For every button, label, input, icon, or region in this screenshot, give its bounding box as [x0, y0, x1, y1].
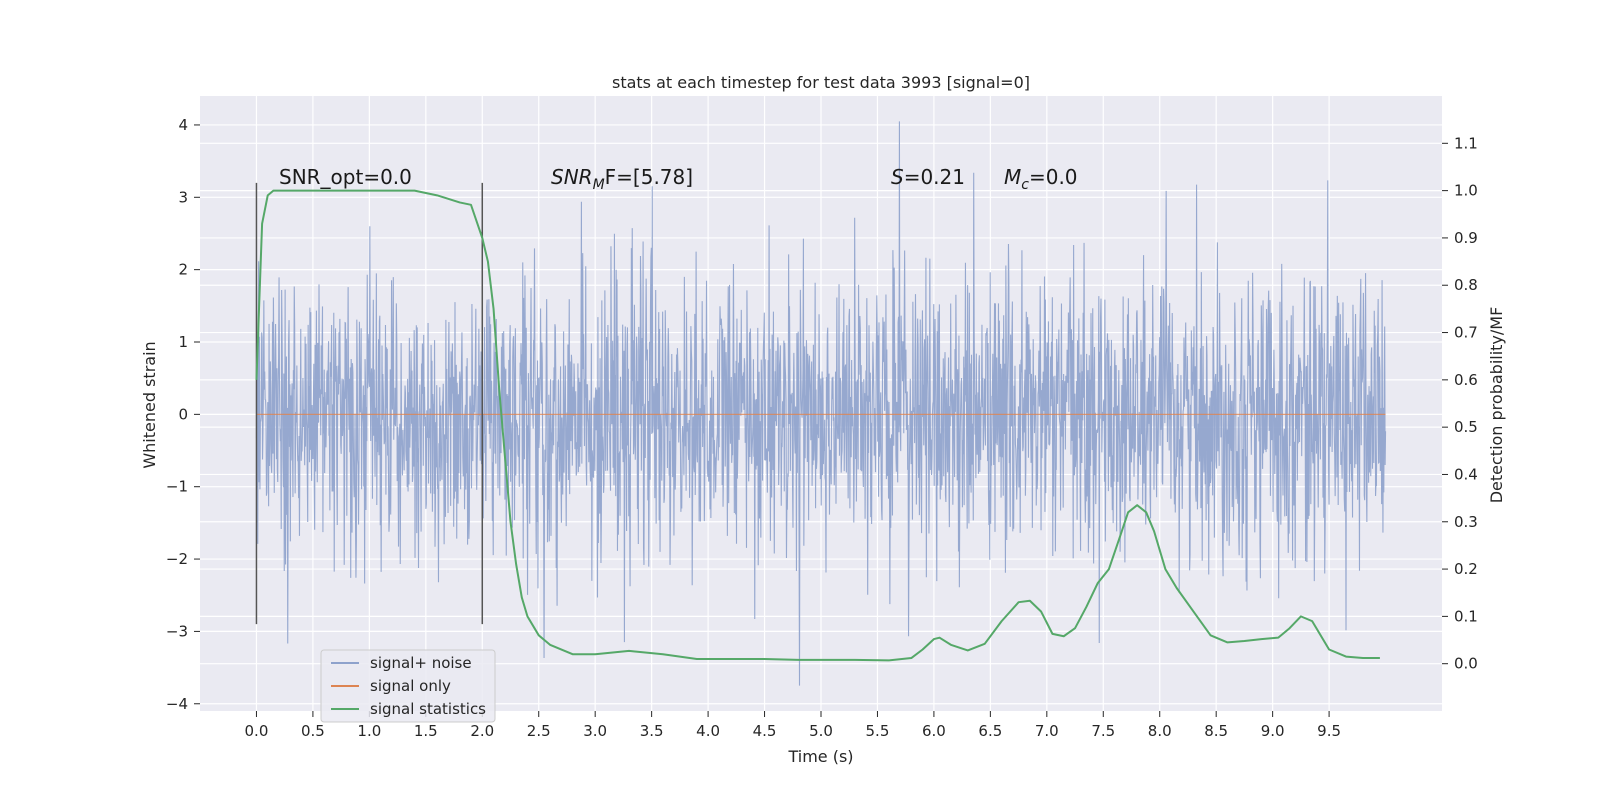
annotation-mc-value: =0.0 — [1029, 165, 1078, 189]
y-tick-label: 2 — [178, 261, 188, 279]
x-tick-label: 5.5 — [866, 722, 890, 740]
chart-title: stats at each timestep for test data 399… — [612, 73, 1030, 92]
x-tick-label: 1.0 — [357, 722, 381, 740]
series-signal-noise — [255, 121, 1387, 686]
annotation-mc-sub: c — [1021, 177, 1029, 193]
annotation-snr-mf-sub: M — [593, 177, 605, 193]
legend-label-signal-noise: signal+ noise — [370, 654, 472, 672]
x-tick-label: 9.0 — [1261, 722, 1285, 740]
x-tick-label: 0.0 — [245, 722, 269, 740]
y-tick-label: −1 — [166, 478, 188, 496]
x-tick-label: 2.0 — [470, 722, 494, 740]
annotation-mc-symbol: M — [1004, 165, 1021, 189]
y-axis-right: 1.1 1.0 0.9 0.8 0.7 0.6 0.5 0.4 0.3 0.2 0.1 0.0 — [1442, 134, 1478, 673]
y2-tick-label: 1.1 — [1454, 134, 1478, 152]
x-tick-label: 1.5 — [414, 722, 438, 740]
series-signal-statistics — [255, 189, 1380, 662]
legend-box — [320, 649, 496, 723]
y2-tick-label: 0.8 — [1454, 276, 1478, 294]
y-axis-label: Whitened strain — [140, 341, 159, 468]
x-tick-label: 0.5 — [301, 722, 325, 740]
y-axis-left: 4 3 2 1 0 −1 −2 −3 −4 — [166, 116, 200, 713]
x-tick-label: 3.0 — [583, 722, 607, 740]
y-tick-label: −3 — [166, 622, 188, 640]
annotation-mc: Mc=0.0 — [1004, 165, 1078, 193]
y-tick-label: 1 — [178, 333, 188, 351]
annotation-s-symbol: S — [891, 165, 904, 189]
x-tick-label: 3.5 — [640, 722, 664, 740]
x-tick-label: 8.0 — [1148, 722, 1172, 740]
y2-tick-label: 0.3 — [1454, 513, 1478, 531]
y2-axis-label: Detection probability/MF — [1487, 307, 1506, 504]
y-tick-label: 3 — [178, 188, 188, 206]
x-tick-label: 9.5 — [1317, 722, 1341, 740]
y2-tick-label: 0.2 — [1454, 560, 1478, 578]
annotation-snr-opt: SNR_opt=0.0 — [279, 165, 412, 189]
y2-tick-label: 0.1 — [1454, 607, 1478, 625]
x-axis: 0.0 0.5 1.0 1.5 2.0 2.5 3.0 3.5 4.0 4.5 5.0 5.5 6.0 6… — [245, 711, 1341, 740]
x-tick-label: 6.5 — [978, 722, 1002, 740]
y-tick-label: 4 — [178, 116, 188, 134]
x-tick-label: 7.5 — [1091, 722, 1115, 740]
y2-tick-label: 1.0 — [1454, 182, 1478, 200]
annotation-snr-mf-main: SNR — [551, 165, 593, 189]
legend-label-signal-statistics: signal statistics — [370, 700, 486, 718]
data-layer — [255, 121, 1387, 686]
x-tick-label: 7.0 — [1035, 722, 1059, 740]
y2-tick-label: 0.6 — [1454, 371, 1478, 389]
annotations: SNR_opt=0.0 SNRMF=[5.78] S=0.21 Mc=0.0 — [279, 165, 1078, 193]
annotation-s-value: =0.21 — [904, 165, 965, 189]
annotation-snr-mf-rest: F=[5.78] — [605, 165, 693, 189]
legend-label-signal-only: signal only — [370, 677, 451, 695]
y2-tick-label: 0.0 — [1454, 655, 1478, 673]
x-tick-label: 6.0 — [922, 722, 946, 740]
x-tick-label: 5.0 — [809, 722, 833, 740]
x-tick-label: 4.5 — [753, 722, 777, 740]
x-axis-label: Time (s) — [787, 747, 853, 766]
y2-tick-label: 0.4 — [1454, 465, 1478, 483]
y-tick-label: −4 — [166, 695, 188, 713]
y2-tick-label: 0.5 — [1454, 418, 1478, 436]
y2-tick-label: 0.7 — [1454, 324, 1478, 342]
annotation-s: S=0.21 — [891, 165, 965, 189]
x-tick-label: 2.5 — [527, 722, 551, 740]
legend: signal+ noise signal only signal statist… — [320, 649, 496, 723]
annotation-snr-mf: SNRMF=[5.78] — [551, 165, 693, 193]
y2-tick-label: 0.9 — [1454, 229, 1478, 247]
y-tick-label: −2 — [166, 550, 188, 568]
x-tick-label: 4.0 — [696, 722, 720, 740]
x-tick-label: 8.5 — [1204, 722, 1228, 740]
y-tick-label: 0 — [178, 405, 188, 423]
